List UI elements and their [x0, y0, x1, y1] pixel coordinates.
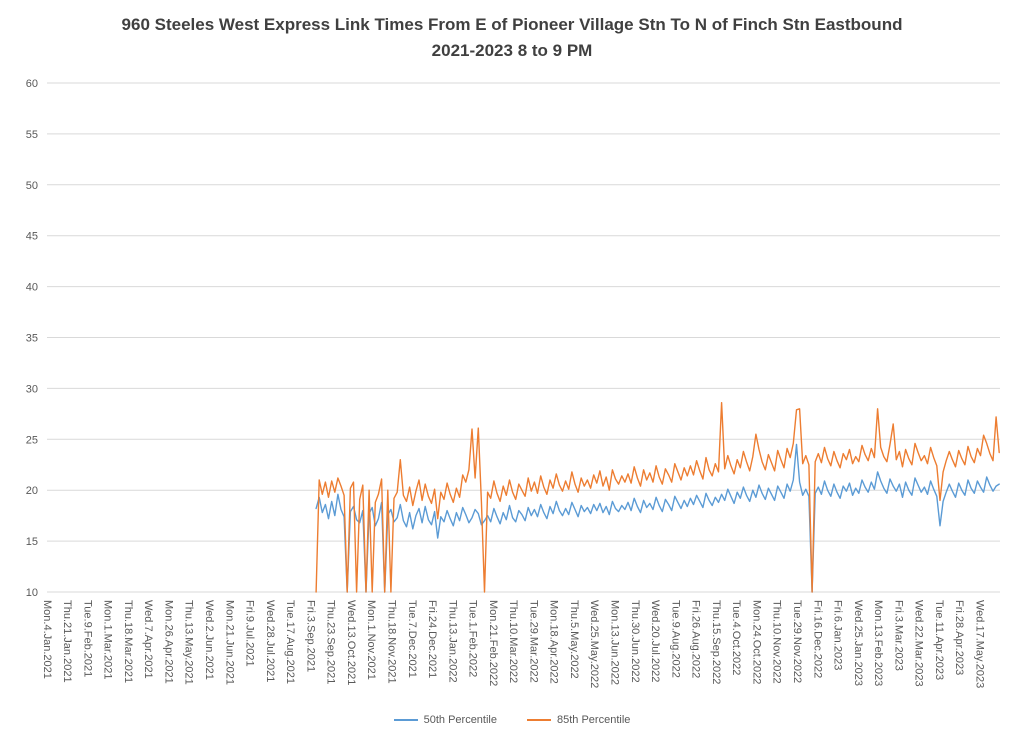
chart-title-line1: 960 Steeles West Express Link Times From… [121, 15, 903, 34]
legend-label-50th-percentile: 50th Percentile [423, 714, 497, 726]
y-tick-label: 60 [26, 78, 38, 90]
legend-item-50th-percentile: 50th Percentile [393, 714, 497, 726]
x-tick-label: Mon.1.Nov.2021 [365, 600, 377, 680]
x-axis-labels: Mon.4.Jan.2021 Thu.21.Jan.2021 Tue.9.Feb.2… [41, 600, 986, 688]
x-tick-label: Tue.29.Nov.2022 [791, 600, 803, 683]
legend-item-85th-percentile: 85th Percentile [527, 714, 630, 726]
x-tick-label: Tue.4.Oct.2022 [730, 600, 742, 675]
x-tick-label: Tue.7.Dec.2021 [406, 600, 418, 678]
x-tick-label: Fri.6.Jan.2023 [832, 600, 844, 670]
x-tick-label: Mon.1.Mar.2021 [102, 600, 114, 680]
x-tick-label: Thu.21.Jan.2021 [61, 600, 73, 683]
legend-line-50th-icon [393, 719, 418, 721]
x-tick-label: Mon.4.Jan.2021 [41, 600, 53, 679]
x-tick-label: Thu.10.Mar.2022 [507, 600, 519, 683]
legend-line-85th-icon [527, 719, 551, 721]
y-gridlines [47, 82, 1000, 593]
series-50th-percentile-line [315, 443, 1000, 593]
x-tick-label: Fri.26.Aug.2022 [690, 600, 702, 678]
x-tick-label: Thu.13.Jan.2022 [446, 600, 458, 683]
x-tick-label: Tue.29.Mar.2022 [527, 600, 539, 683]
x-tick-label: Tue.17.Aug.2021 [284, 600, 296, 684]
x-tick-label: Wed.28.Jul.2021 [264, 600, 276, 682]
y-tick-label: 40 [26, 282, 38, 294]
x-tick-label: Fri.16.Dec.2022 [811, 600, 823, 678]
x-tick-label: Tue.11.Apr.2023 [933, 600, 945, 680]
x-tick-label: Wed.13.Oct.2021 [345, 600, 357, 685]
x-tick-label: Wed.2.Jun.2021 [203, 600, 215, 680]
y-tick-label: 15 [26, 536, 38, 548]
x-tick-label: Mon.13.Jun.2022 [609, 600, 621, 685]
x-tick-label: Fri.3.Sep.2021 [304, 600, 316, 672]
x-tick-label: Fri.9.Jul.2021 [244, 600, 256, 667]
legend-label-85th-percentile: 85th Percentile [557, 714, 631, 726]
x-tick-label: Thu.5.May.2022 [568, 600, 580, 679]
x-tick-label: Tue.9.Feb.2021 [81, 600, 93, 677]
x-tick-label: Mon.18.Apr.2022 [548, 600, 560, 684]
x-tick-label: Tue.1.Feb.2022 [467, 600, 479, 677]
x-tick-label: Mon.26.Apr.2021 [162, 600, 174, 684]
x-tick-label: Thu.13.May.2021 [183, 600, 195, 685]
x-tick-label: Fri.3.Mar.2023 [892, 600, 904, 671]
x-tick-label: Mon.21.Jun.2021 [223, 600, 235, 685]
x-tick-label: Wed.17.May.2023 [974, 600, 986, 688]
series-85th-percentile-line [315, 402, 1000, 593]
y-tick-label: 50 [26, 180, 38, 192]
y-tick-label: 55 [26, 129, 38, 141]
x-tick-label: Wed.20.Jul.2022 [649, 600, 661, 682]
x-tick-label: Thu.23.Sep.2021 [325, 600, 337, 684]
y-tick-label: 35 [26, 333, 38, 345]
chart-legend: 50th Percentile 85th Percentile [0, 714, 1024, 726]
x-tick-label: Wed.25.Jan.2023 [852, 600, 864, 686]
y-tick-label: 20 [26, 485, 38, 497]
x-tick-label: Wed.7.Apr.2021 [142, 600, 154, 679]
y-tick-label: 10 [26, 587, 38, 599]
y-tick-label: 30 [26, 383, 38, 395]
x-tick-label: Tue.9.Aug.2022 [669, 600, 681, 678]
y-tick-label: 25 [26, 434, 38, 446]
x-tick-label: Mon.13.Feb.2023 [872, 600, 884, 686]
x-tick-label: Mon.21.Feb.2022 [487, 600, 499, 686]
y-axis-labels: 60 55 50 45 40 35 30 25 20 15 10 [26, 78, 38, 599]
x-tick-label: Thu.15.Sep.2022 [710, 600, 722, 684]
x-tick-label: Thu.30.Jun.2022 [629, 600, 641, 683]
x-tick-label: Thu.10.Nov.2022 [771, 600, 783, 684]
x-tick-label: Fri.28.Apr.2023 [953, 600, 965, 675]
chart-title-line2: 2021-2023 8 to 9 PM [431, 41, 593, 61]
x-tick-label: Wed.22.Mar.2023 [913, 600, 925, 687]
x-tick-label: Thu.18.Mar.2021 [122, 600, 134, 683]
x-tick-label: Fri.24.Dec.2021 [426, 600, 438, 678]
y-tick-label: 45 [26, 231, 38, 243]
x-tick-label: Mon.24.Oct.2022 [751, 600, 763, 684]
chart-title: 960 Steeles West Express Link Times From… [0, 12, 1024, 65]
x-tick-label: Wed.25.May.2022 [588, 600, 600, 688]
x-tick-label: Thu.18.Nov.2021 [386, 600, 398, 684]
